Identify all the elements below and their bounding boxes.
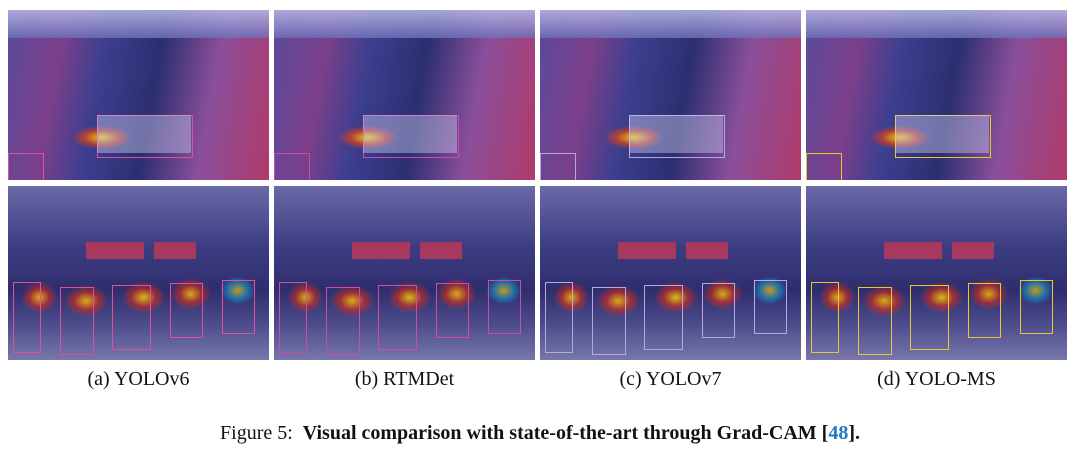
awning xyxy=(952,241,994,260)
heatmap-image-indoor xyxy=(8,10,269,180)
detection-box xyxy=(967,283,1002,338)
detection-box xyxy=(540,152,576,180)
detection-box xyxy=(701,283,736,338)
detection-box xyxy=(488,279,522,335)
caption-prefix: Figure 5: xyxy=(220,422,293,444)
caption-text: Visual comparison with state-of-the-art … xyxy=(302,422,829,444)
detection-box xyxy=(811,281,840,354)
heatmap-image-street xyxy=(806,186,1067,360)
caption-ref[interactable]: 48 xyxy=(828,422,849,444)
detection-box xyxy=(362,115,459,159)
detection-box xyxy=(435,283,470,338)
awning xyxy=(420,241,462,260)
detection-box xyxy=(894,115,991,159)
detection-box xyxy=(806,152,842,180)
figure-caption: Figure 5: Visual comparison with state-o… xyxy=(0,422,1080,445)
detection-box xyxy=(112,285,151,350)
panel: (d) YOLO-MS xyxy=(806,10,1067,391)
detection-box xyxy=(378,285,417,350)
awning xyxy=(352,241,410,260)
panel-label: (a) YOLOv6 xyxy=(87,368,190,390)
detection-box xyxy=(96,115,193,159)
detection-box xyxy=(592,286,626,356)
caption-suffix: ]. xyxy=(848,422,860,444)
heatmap-image-street xyxy=(540,186,801,360)
detection-box xyxy=(910,285,949,350)
detection-box xyxy=(222,279,256,335)
awning xyxy=(618,241,676,260)
awning xyxy=(86,241,144,260)
detection-box xyxy=(858,286,892,356)
detection-box xyxy=(13,281,42,354)
detection-box xyxy=(754,279,788,335)
detection-box xyxy=(8,152,44,180)
panel: (b) RTMDet xyxy=(274,10,535,391)
detection-box xyxy=(169,283,204,338)
detection-box xyxy=(60,286,94,356)
heatmap-image-indoor xyxy=(274,10,535,180)
detection-box xyxy=(628,115,725,159)
panel-label: (d) YOLO-MS xyxy=(877,368,996,390)
panel: (c) YOLOv7 xyxy=(540,10,801,391)
detection-box xyxy=(326,286,360,356)
awning xyxy=(154,241,196,260)
panel: (a) YOLOv6 xyxy=(8,10,269,391)
heatmap-image-indoor xyxy=(806,10,1067,180)
panel-label: (b) RTMDet xyxy=(354,368,455,390)
panel-label: (c) YOLOv7 xyxy=(619,368,722,390)
awning xyxy=(686,241,728,260)
detection-box xyxy=(1020,279,1054,335)
detection-box xyxy=(279,281,308,354)
heatmap-image-street xyxy=(8,186,269,360)
detection-box xyxy=(545,281,574,354)
detection-box xyxy=(274,152,310,180)
heatmap-image-indoor xyxy=(540,10,801,180)
awning xyxy=(884,241,942,260)
heatmap-image-street xyxy=(274,186,535,360)
detection-box xyxy=(644,285,683,350)
